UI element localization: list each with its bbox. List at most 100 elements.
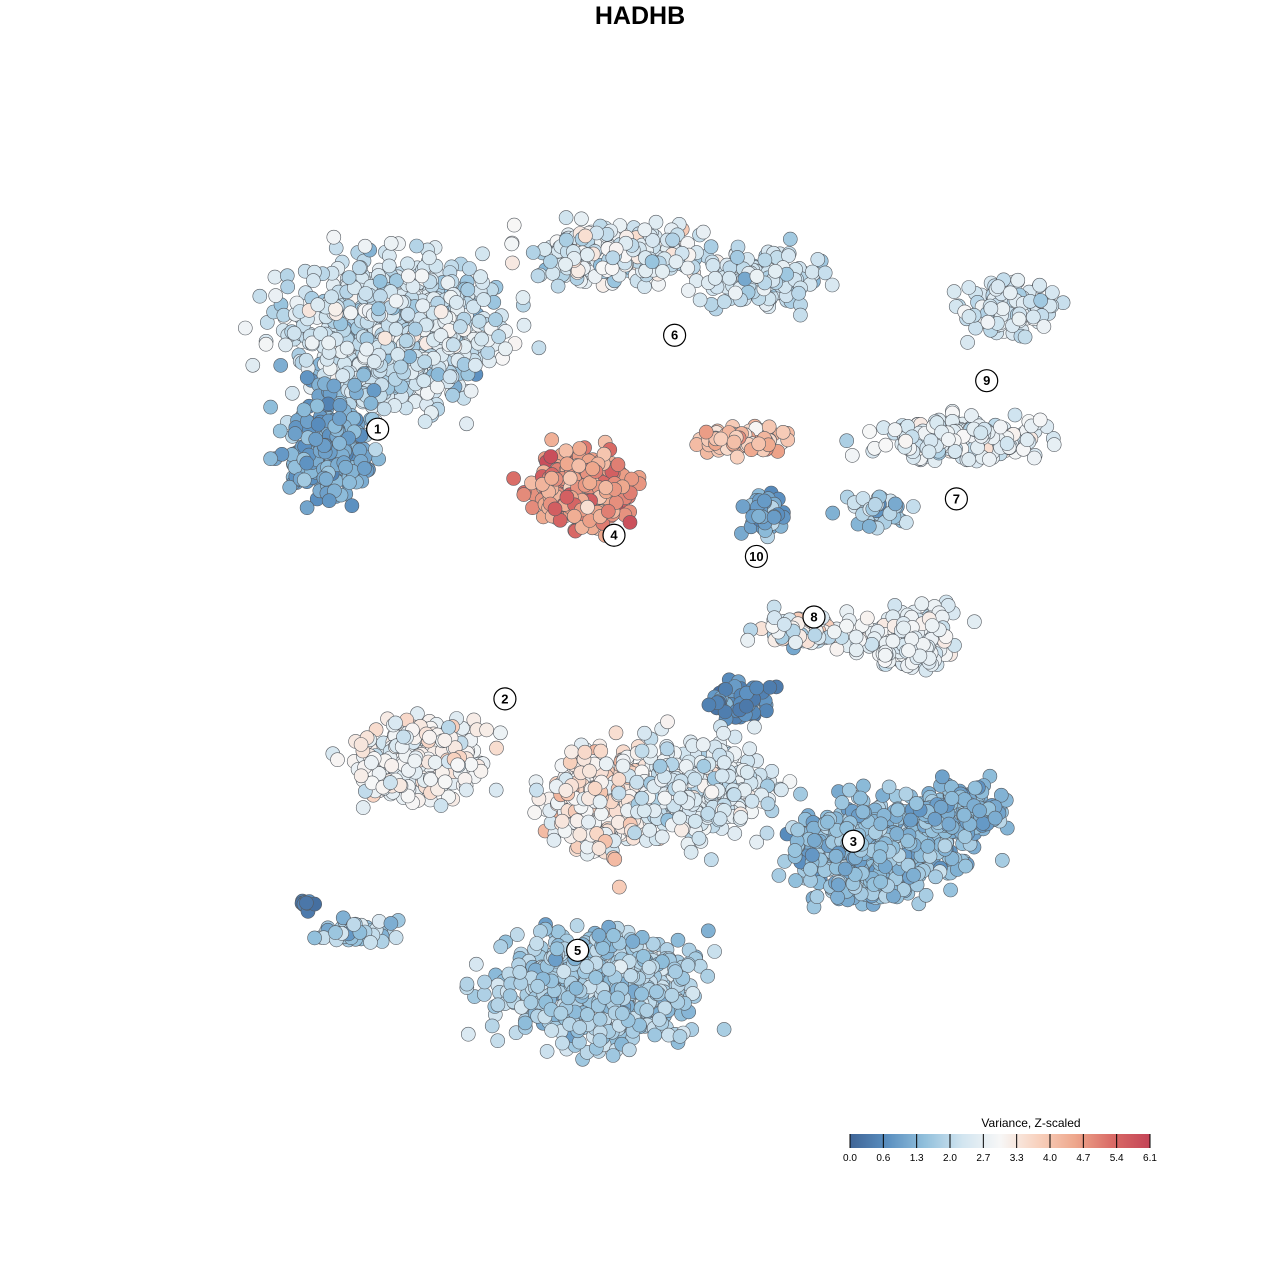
cell-point [296,472,312,488]
cell-point [652,758,668,774]
cell-point [713,431,729,447]
cell-point [284,385,300,401]
cell-point [701,697,717,713]
cell-point [788,635,803,650]
cell-point [759,825,775,841]
cell-point [790,822,806,838]
cell-point [608,725,624,741]
cell-point [999,436,1015,451]
cell-point [558,443,574,459]
cell-point [673,790,688,806]
cell-point [437,732,453,748]
cell-point [757,252,773,268]
cell-point [941,432,956,447]
cell-point [762,680,778,695]
cell-point [703,852,719,868]
cell-point [578,228,593,244]
cell-point [691,830,707,846]
cell-point [751,436,767,452]
cell-point [660,714,675,730]
cell-point [924,618,940,633]
cell-point [672,810,687,826]
cell-point [728,285,743,301]
cell-point [357,461,372,476]
cell-point [889,826,905,842]
cell-point [298,352,314,368]
cell-point [773,782,789,798]
cell-point [674,822,689,838]
cell-point [683,844,699,860]
cell-point [585,461,600,477]
cell-point [622,515,638,530]
cell-point [705,258,721,273]
cell-point [887,496,903,512]
cell-point [637,725,652,741]
cell-point [471,313,487,329]
cell-point [466,299,481,315]
cell-point [498,341,513,357]
cell-point [837,861,853,877]
cell-point [993,419,1008,435]
cell-point [787,843,803,858]
cell-point [388,715,403,731]
cell-point [867,497,883,512]
cell-point [433,304,449,320]
cell-point [642,822,657,838]
cell-point [245,357,261,373]
cell-point [878,437,894,453]
cell-point [844,448,860,463]
cell-point [550,278,566,294]
cell-point [980,314,996,330]
cell-point [525,500,540,516]
cell-point [960,335,975,350]
cell-point [751,508,767,524]
cell-point [767,263,783,279]
cell-point [421,250,437,266]
cell-point [473,269,488,285]
cell-point [305,273,321,288]
cell-point [506,471,521,486]
cell-point [707,270,723,286]
cell-point [504,236,520,252]
cell-point [258,336,274,352]
cell-point [442,369,458,385]
cell-point [729,449,745,465]
cell-point [695,224,711,240]
cell-point [416,373,432,389]
cell-point [462,261,477,276]
cell-point [1017,329,1033,345]
cell-point [655,264,670,279]
cell-point [287,426,303,441]
cell-point [700,806,716,821]
cell-point [377,330,393,346]
cell-point [458,782,474,798]
cell-point [488,782,504,798]
cell-point [737,271,753,287]
cell-point [824,277,840,293]
cell-point [310,297,326,313]
cell-point [332,397,348,413]
cell-point [716,725,731,741]
cell-point [371,301,386,317]
cell-point [559,489,575,505]
cell-point [309,398,325,414]
cell-point [714,768,730,784]
cell-point [299,500,315,516]
cell-points [238,210,1071,1067]
cell-point [280,279,296,295]
cell-point [415,298,431,314]
cell-point [546,832,562,848]
cell-point [727,826,743,841]
cell-point [355,800,371,815]
cell-point [831,877,846,893]
cell-point [344,498,360,514]
cell-point [983,301,999,316]
cell-point [286,325,302,341]
cell-point [580,499,595,515]
cell-point [543,254,558,269]
cell-point [681,283,696,298]
cell-point [491,329,507,344]
cell-point [830,890,845,905]
cell-point [299,370,315,385]
cell-point [636,803,652,819]
